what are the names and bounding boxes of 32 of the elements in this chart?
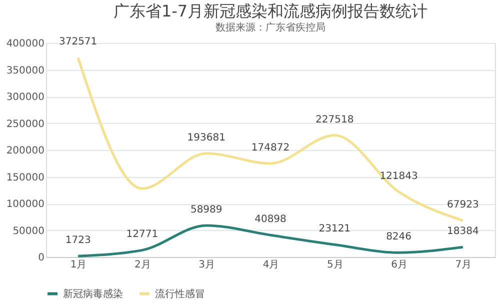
chart-title: 广东省1-7月新冠感染和流感病例报告数统计 xyxy=(113,2,428,21)
data-label: 1723 xyxy=(65,235,91,246)
data-label: 67923 xyxy=(447,200,479,211)
data-label: 40898 xyxy=(254,214,286,226)
x-tick-label: 2月 xyxy=(134,260,151,270)
x-tick-label: 5月 xyxy=(326,260,344,270)
data-label: 227518 xyxy=(316,114,354,126)
y-tick-label: 100000 xyxy=(6,199,44,210)
x-tick-label: 6月 xyxy=(391,260,408,270)
y-tick-label: 0 xyxy=(38,252,44,264)
chart-subtitle: 数据来源：广东省疾控局 xyxy=(216,22,326,34)
data-label: 18384 xyxy=(447,226,479,238)
y-tick-label: 250000 xyxy=(6,118,44,130)
y-tick-label: 350000 xyxy=(6,65,44,76)
legend-label: 新冠病毒感染 xyxy=(63,288,123,300)
data-label: 58989 xyxy=(190,204,222,216)
data-label: 372571 xyxy=(58,36,98,48)
x-tick-label: 7月 xyxy=(455,260,472,270)
data-label: 23121 xyxy=(318,224,351,235)
x-tick-label: 1月 xyxy=(70,260,87,270)
data-label: 174872 xyxy=(251,142,290,154)
y-tick-label: 200000 xyxy=(6,146,44,156)
legend-label: 流行性感冒 xyxy=(155,288,205,300)
x-tick-label: 3月 xyxy=(198,260,216,270)
data-label: 193681 xyxy=(187,132,226,144)
y-tick-label: 50000 xyxy=(12,226,44,237)
data-label: 12771 xyxy=(126,229,158,240)
x-tick-label: 4月 xyxy=(262,260,280,270)
y-tick-label: 150000 xyxy=(6,172,44,184)
y-tick-label: 400000 xyxy=(6,38,44,50)
data-label: 8246 xyxy=(386,232,412,243)
y-tick-label: 300000 xyxy=(6,92,44,103)
